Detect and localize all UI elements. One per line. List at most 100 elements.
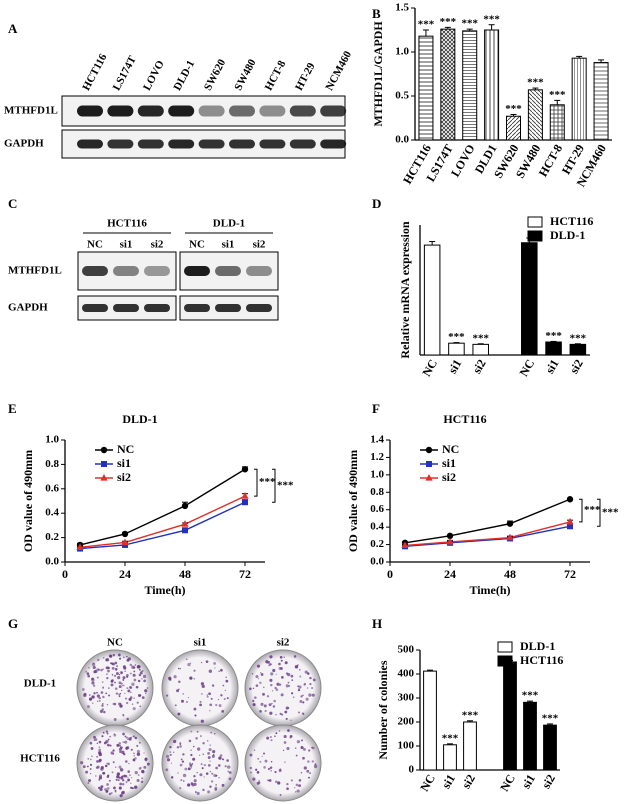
colony: [121, 747, 123, 749]
colony: [202, 753, 205, 756]
colony: [138, 694, 141, 697]
colony: [105, 730, 108, 733]
colony: [269, 711, 273, 715]
colony: [119, 702, 122, 705]
colony: [139, 705, 142, 708]
colony: [87, 758, 89, 760]
colony: [145, 757, 147, 760]
colony: [119, 782, 123, 786]
colony: [95, 775, 97, 777]
significance: ***: [461, 18, 478, 30]
colony: [279, 712, 282, 715]
colony: [220, 668, 223, 672]
colony: [128, 774, 131, 777]
colony: [200, 735, 202, 737]
colony: [221, 783, 225, 787]
colony: [92, 662, 96, 667]
colony: [110, 680, 114, 683]
significance-bracket: [597, 498, 601, 527]
colony: [278, 662, 281, 666]
colony: [134, 664, 137, 666]
bar: [543, 724, 557, 771]
colony: [146, 687, 149, 689]
colony: [187, 783, 191, 787]
significance: ***: [545, 330, 562, 342]
colony: [108, 779, 111, 782]
colony: [96, 676, 99, 679]
lane-label: si2: [151, 239, 164, 251]
colony: [165, 754, 170, 759]
x-tick-label: 72: [239, 567, 251, 581]
colony: [124, 735, 127, 738]
dish: [161, 649, 239, 727]
colony: [122, 684, 125, 687]
lane-label: LS174T: [111, 53, 139, 92]
colony: [193, 669, 196, 672]
colony: [206, 694, 208, 696]
colony: [273, 699, 276, 703]
marker: [566, 496, 574, 503]
panel-label: H: [372, 616, 382, 631]
colony: [169, 745, 172, 749]
lane-label: HCT-8: [263, 58, 289, 92]
colony: [136, 744, 139, 747]
colony: [122, 678, 125, 681]
colony: [251, 673, 254, 675]
x-tick-label: si2: [470, 357, 489, 376]
colony: [309, 772, 312, 775]
legend-swatch: [497, 655, 513, 667]
colony: [279, 794, 282, 796]
colony: [98, 752, 102, 757]
colony: [106, 732, 109, 735]
colony: [274, 686, 277, 690]
colony: [201, 693, 203, 695]
colony: [210, 697, 213, 700]
colony: [116, 772, 121, 776]
colony: [249, 753, 253, 757]
colony: [176, 689, 180, 693]
colony: [136, 701, 139, 704]
colony: [209, 785, 212, 788]
x-tick-label: 0: [62, 567, 68, 581]
colony: [115, 778, 118, 781]
colony: [117, 653, 121, 657]
x-tick-label: NC: [417, 772, 438, 794]
colony: [302, 756, 305, 760]
colony: [117, 676, 121, 680]
colony: [101, 735, 104, 738]
marker: [241, 492, 249, 499]
colony: [287, 681, 290, 684]
colony: [280, 693, 284, 697]
x-tick-label: 0: [387, 567, 393, 581]
colony: [305, 697, 309, 701]
colony: [106, 673, 108, 676]
colony: [218, 670, 220, 673]
colony: [213, 732, 216, 735]
colony: [106, 787, 110, 790]
colony: [193, 707, 197, 711]
colony: [169, 751, 172, 754]
colony: [165, 768, 169, 772]
colony: [98, 699, 101, 702]
colony: [213, 661, 217, 665]
colony: [112, 753, 115, 755]
colony: [96, 765, 100, 769]
colony: [114, 661, 118, 665]
colony: [182, 753, 185, 756]
colony: [104, 764, 108, 768]
colony: [126, 687, 129, 690]
colony: [278, 683, 282, 686]
colony: [192, 745, 195, 748]
colony: [136, 752, 141, 756]
colony: [131, 703, 134, 705]
colony: [118, 744, 121, 747]
colony: [259, 681, 262, 685]
legend-label: NC: [442, 442, 459, 456]
colony: [298, 711, 300, 714]
colony: [263, 752, 266, 755]
colony: [102, 687, 104, 690]
colony: [89, 758, 92, 761]
dish: [244, 724, 322, 802]
colony: [270, 766, 273, 769]
